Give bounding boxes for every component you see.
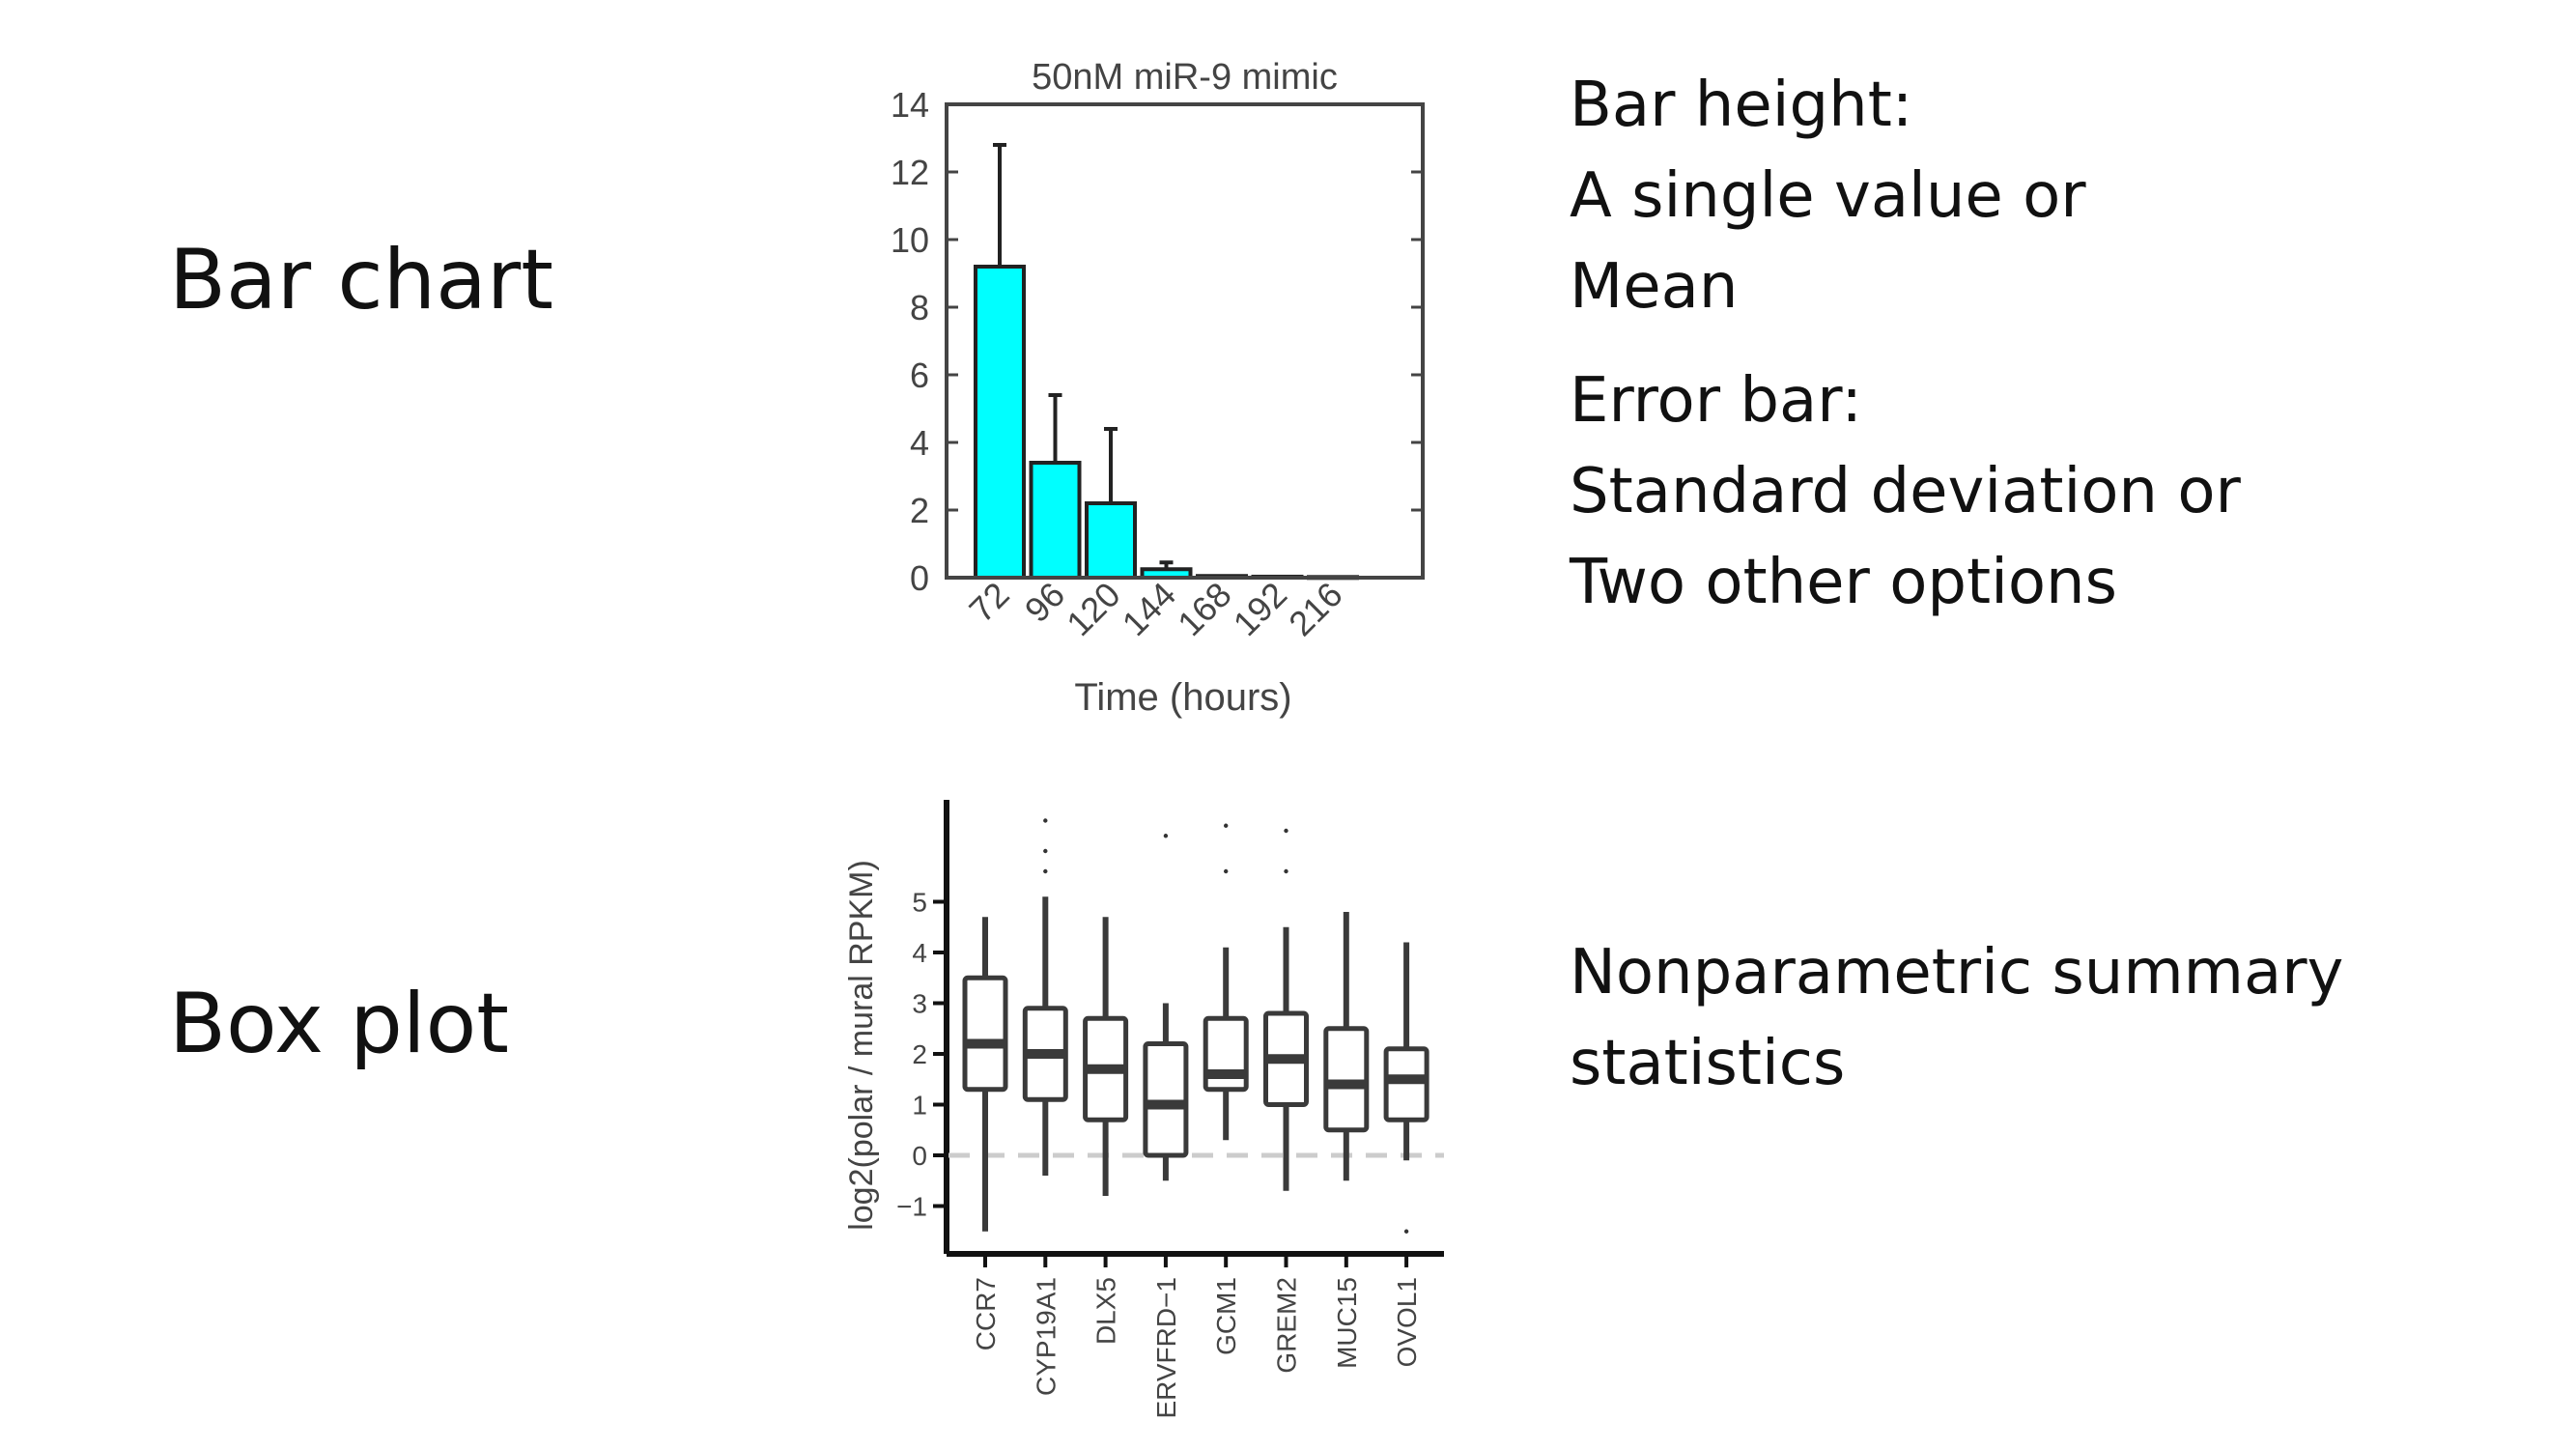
y-tick-label: 8 <box>910 288 929 327</box>
outlier-point <box>1043 848 1048 854</box>
y-tick-label: 10 <box>891 220 929 260</box>
x-tick-label: DLX5 <box>1091 1277 1121 1345</box>
outlier-point <box>1284 828 1288 834</box>
box <box>1383 1046 1430 1122</box>
x-tick-label: MUC15 <box>1332 1277 1362 1369</box>
box-plot: −1 0 1 2 3 4 5 log2(polar / mural RPKM) CCR7 CYP1… <box>843 800 1444 1419</box>
outlier-point <box>1163 834 1169 838</box>
y-tick-label: 2 <box>912 1039 927 1069</box>
y-tick-label: 5 <box>912 888 927 918</box>
outlier-point <box>1284 868 1288 874</box>
x-tick-label: 216 <box>1281 575 1349 643</box>
y-tick-label: 2 <box>910 491 929 530</box>
chart-title: 50nM miR-9 mimic <box>1032 57 1338 98</box>
box-description: Nonparametric summary statistics <box>1570 927 2343 1109</box>
x-tick-label: CCR7 <box>971 1277 1001 1350</box>
outlier-point <box>1403 1229 1409 1234</box>
y-tick-label: 6 <box>910 355 929 395</box>
desc-line: Standard deviation or <box>1570 456 2241 527</box>
desc-line: A single value or <box>1570 160 2086 232</box>
y-tick-label: 0 <box>910 558 929 598</box>
box-plot-heading: Box plot <box>169 976 510 1072</box>
y-tick-label: 4 <box>910 423 929 463</box>
x-tick-label: 144 <box>1115 575 1183 643</box>
bar <box>1029 461 1082 580</box>
outlier-point <box>1043 818 1048 823</box>
outlier-point <box>1224 868 1229 874</box>
desc-line: Mean <box>1570 251 1739 323</box>
box <box>962 975 1008 1093</box>
bar-chart-heading: Bar chart <box>169 232 553 328</box>
y-tick-label: 4 <box>912 938 927 968</box>
x-tick-label: GCM1 <box>1211 1277 1241 1355</box>
bar <box>974 265 1026 580</box>
outlier-point <box>1043 868 1048 874</box>
y-tick-label: 3 <box>912 989 927 1019</box>
outlier-point <box>1224 823 1229 828</box>
y-tick-label: 1 <box>912 1091 927 1121</box>
desc-line: Error bar: <box>1570 365 1862 437</box>
bar-description-2: Error bar: Standard deviation or Two oth… <box>1570 355 2241 628</box>
x-axis-label: Time (hours) <box>1074 676 1291 719</box>
x-tick-label: 72 <box>961 575 1016 630</box>
y-tick-label: −1 <box>896 1192 927 1222</box>
desc-line: Two other options <box>1570 547 2117 618</box>
y-tick-label: 12 <box>891 153 929 192</box>
desc-line: Bar height: <box>1570 70 1913 141</box>
bar-description-1: Bar height: A single value or Mean <box>1570 60 2086 332</box>
y-tick-label: 0 <box>912 1141 927 1171</box>
box <box>1143 1041 1189 1158</box>
x-tick-label: OVOL1 <box>1392 1277 1422 1367</box>
x-tick-label: 192 <box>1226 575 1294 643</box>
y-axis-label: log2(polar / mural RPKM) <box>843 860 880 1231</box>
box <box>1323 1026 1370 1133</box>
desc-line: statistics <box>1570 1028 1846 1099</box>
desc-line: Nonparametric summary <box>1570 937 2344 1009</box>
x-tick-label: GREM2 <box>1272 1277 1302 1374</box>
x-tick-label: 120 <box>1059 575 1127 643</box>
bar <box>1085 501 1137 580</box>
x-tick-label: ERVFRD−1 <box>1151 1277 1181 1419</box>
x-tick-label: CYP19A1 <box>1031 1277 1061 1396</box>
x-tick-label: 168 <box>1170 575 1238 643</box>
y-tick-label: 14 <box>891 85 929 125</box>
plot-frame <box>945 102 1425 580</box>
